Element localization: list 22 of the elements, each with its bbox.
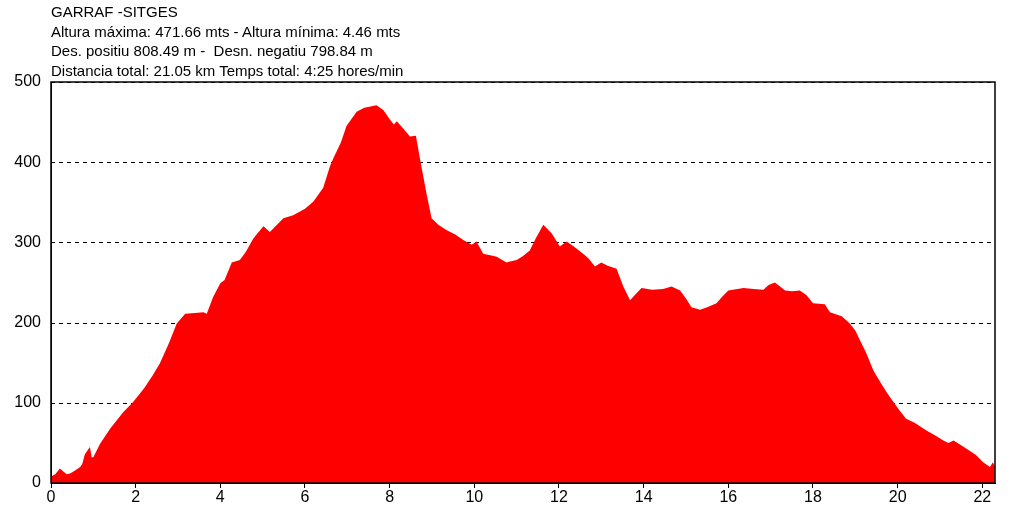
x-tick-label: 12 <box>550 488 568 506</box>
y-tick-label: 200 <box>14 313 42 331</box>
y-tick-label: 100 <box>14 393 42 411</box>
x-tick-label: 10 <box>465 488 484 506</box>
text: Altura máxima: 471.66 mts - Altura mínima: 4.46 mts <box>51 21 402 41</box>
x-tick-label: 6 <box>300 488 310 506</box>
x-tick-label: 18 <box>804 488 822 506</box>
y-tick-label: 300 <box>14 232 42 250</box>
text: Des. positiu 808.49 m - Desn. negatiu 798.84 m <box>51 41 374 61</box>
x-tick-label: 8 <box>385 488 395 506</box>
y-tick-label: 400 <box>14 152 42 170</box>
x-tick-label: 2 <box>131 488 141 506</box>
x-tick-label: 16 <box>719 488 738 506</box>
x-tick-label: 20 <box>888 488 907 506</box>
x-tick-label: 22 <box>973 488 992 506</box>
y-tick-label: 0 <box>32 473 42 491</box>
x-tick-label: 14 <box>634 488 653 506</box>
x-tick-label: 4 <box>215 488 225 506</box>
y-tick-label: 500 <box>14 72 42 90</box>
x-tick-label: 0 <box>46 488 56 506</box>
text: Distancia total: 21.05 km Temps total: 4:25 hores/min <box>51 60 404 80</box>
chart-title: GARRAF -SITGES <box>51 2 179 22</box>
